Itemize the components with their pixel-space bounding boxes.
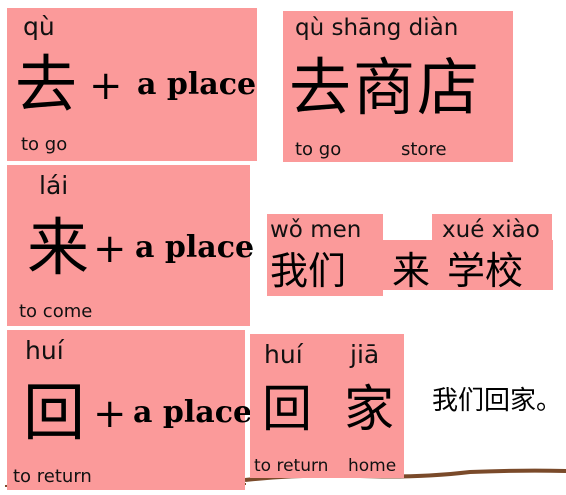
pinyin-xuexiao: xué xiào — [442, 217, 540, 243]
card-hui-jia: huí jiā 回 家 to return home — [250, 334, 404, 478]
card-lai-xuexiao-bg — [383, 240, 553, 290]
pinyin-hui: huí — [25, 336, 64, 365]
hanzi-xuexiao: 学校 — [447, 249, 524, 293]
pinyin-women: wǒ men — [270, 217, 362, 243]
meaning-to-come: to come — [19, 301, 93, 322]
sentence-women-hui-jia: 我们回家。 — [432, 386, 563, 416]
pinyin-qu: qù — [23, 12, 55, 41]
meaning-home: home — [348, 456, 397, 476]
meaning-to-go: to go — [295, 139, 342, 160]
meaning-store: store — [401, 139, 447, 160]
card-qu: qù 去 + a place to go — [7, 8, 257, 161]
meaning-to-return: to return — [254, 456, 329, 476]
card-women-bg — [267, 214, 383, 296]
hanzi-women: 我们 — [270, 249, 347, 293]
plus-sign: + — [93, 391, 127, 437]
card-hui: huí 回 + a place to return — [7, 330, 252, 490]
plus-sign: + — [89, 63, 123, 109]
pinyin-lai: lái — [39, 171, 69, 200]
a-place-label: a place — [137, 67, 257, 102]
hanzi-hui: 回 — [23, 376, 86, 449]
meaning-to-return: to return — [13, 466, 92, 487]
hanzi-qu-shangdian: 去商店 — [289, 51, 482, 124]
card-qu-shangdian: qù shāng diàn 去商店 to go store — [283, 11, 513, 162]
pinyin-hui: huí — [264, 340, 303, 369]
card-women-lai-xuexiao: wǒ men xué xiào 我们 来 学校 — [267, 214, 557, 296]
card-lai: lái 来 + a place to come — [7, 165, 254, 326]
hanzi-jia: 家 — [344, 380, 394, 438]
meaning-to-go: to go — [21, 134, 68, 155]
hanzi-hui: 回 — [262, 380, 312, 438]
hanzi-lai: 来 — [27, 211, 90, 284]
card-xuexiao-pinyin-bg — [432, 214, 552, 242]
hanzi-lai: 来 — [392, 249, 431, 293]
a-place-label: a place — [133, 395, 253, 430]
plus-sign: + — [93, 226, 127, 272]
pinyin-qu-shangdian: qù shāng diàn — [295, 15, 459, 41]
a-place-label: a place — [135, 230, 255, 265]
hanzi-qu: 去 — [15, 48, 78, 121]
pinyin-jia: jiā — [350, 340, 380, 369]
